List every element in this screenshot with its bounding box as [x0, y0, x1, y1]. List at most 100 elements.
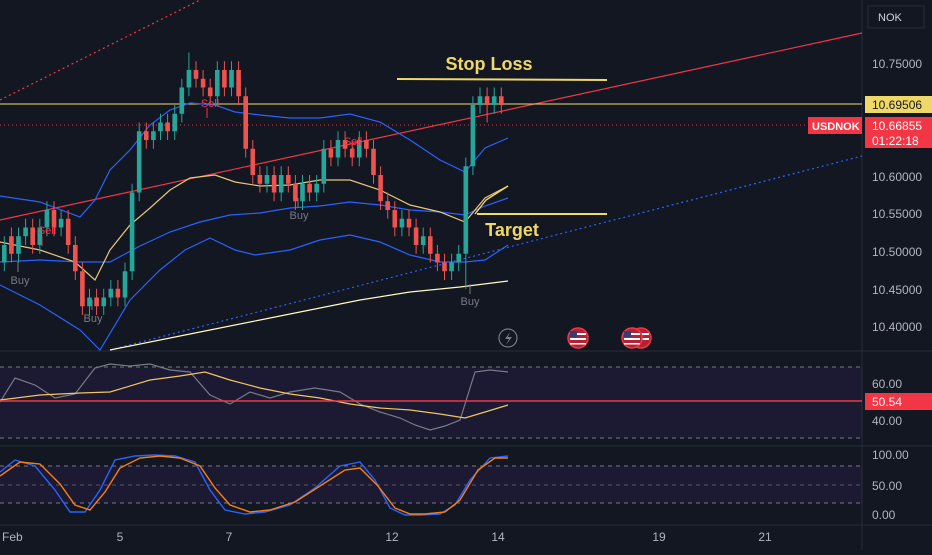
red-trendline[interactable] [0, 32, 863, 221]
time-tick: 21 [758, 530, 772, 544]
candle-body [129, 192, 135, 272]
candle [449, 253, 454, 280]
candle-body [286, 175, 291, 184]
candle-body [499, 96, 504, 105]
candle-body [435, 253, 440, 263]
stop-loss-label: Stop Loss [445, 54, 532, 74]
candle-body [300, 183, 305, 202]
time-axis[interactable]: Feb 5 7 12 14 19 21 [2, 530, 772, 544]
candle [442, 253, 447, 280]
stoch-axis[interactable]: 100.00 50.00 0.00 [872, 448, 909, 522]
candle-body [399, 218, 405, 228]
candle-body [186, 70, 192, 88]
symbol-label: USDNOK [812, 121, 860, 133]
candle-body [257, 175, 263, 184]
candle-body [378, 175, 383, 202]
candle-body [271, 175, 277, 193]
candle-body [193, 70, 199, 79]
candle [172, 105, 177, 140]
rsi-axis[interactable]: 60.00 40.00 50.54 [865, 377, 932, 428]
price-axis[interactable]: NOK 10.75000 10.60000 10.55000 10.50000 … [808, 5, 932, 334]
currency-box[interactable] [867, 5, 925, 29]
upper-dotted-trendline[interactable] [0, 0, 201, 101]
price-tick: 10.40000 [872, 320, 922, 334]
candle [385, 192, 390, 219]
candle-body [222, 70, 227, 88]
stop-loss-price: 10.69506 [872, 98, 922, 112]
candle-body [463, 166, 469, 254]
candle-body [364, 140, 369, 149]
candle [129, 183, 135, 280]
price-tick: 10.50000 [872, 245, 922, 259]
rsi-value: 50.54 [872, 395, 902, 409]
candle [158, 113, 163, 140]
candle [2, 236, 7, 272]
candle [406, 210, 412, 237]
time-tick: 12 [385, 530, 399, 544]
candle-body [80, 271, 85, 307]
rsi-slow-line [0, 371, 509, 419]
candle-body [385, 201, 390, 210]
bar-countdown: 01:22:18 [872, 134, 919, 148]
candle-body [491, 96, 497, 105]
candle [307, 175, 312, 202]
candle [293, 175, 298, 210]
rsi-tick: 60.00 [872, 377, 902, 391]
candle-body [51, 210, 57, 228]
candle-body [101, 297, 106, 307]
candle-body [215, 70, 220, 97]
candle-body [73, 245, 78, 272]
stoch-d-line [0, 455, 508, 515]
candle [243, 87, 248, 158]
candle [286, 166, 291, 193]
svg-text:Sell: Sell [38, 225, 56, 237]
candle [278, 166, 284, 202]
candle-body [314, 183, 319, 193]
last-price-tag [865, 117, 932, 148]
us-flag-event-icon[interactable] [567, 327, 589, 349]
candle-body [328, 148, 334, 158]
candle-body [2, 245, 7, 263]
moving-average-short [0, 174, 509, 281]
moving-average-long [109, 280, 509, 351]
candle [73, 236, 78, 280]
svg-text:Buy: Buy [461, 296, 480, 308]
candle-body [94, 297, 99, 307]
rsi-value-tag [865, 393, 932, 410]
candle-body [250, 148, 256, 175]
time-tick: 14 [491, 530, 505, 544]
candle-body [179, 87, 185, 114]
price-pane[interactable] [0, 0, 862, 350]
candle [186, 52, 192, 97]
candle-body [16, 236, 21, 254]
candle [179, 78, 185, 123]
candle [456, 245, 461, 272]
candle-body [144, 131, 149, 140]
candle [51, 201, 57, 237]
candle [491, 87, 497, 114]
candle [413, 218, 419, 254]
candle-body [30, 227, 35, 245]
candle [222, 61, 227, 97]
us-flag-event-icon[interactable] [621, 327, 643, 349]
candle-body [172, 113, 177, 132]
candle [151, 122, 156, 149]
signal-sell-1: Sell [38, 225, 56, 246]
candle [300, 175, 305, 210]
symbol-tag [808, 117, 862, 134]
candle-body [470, 105, 476, 167]
candle-body [371, 148, 376, 175]
lightning-event-icon[interactable] [498, 328, 518, 348]
candle [435, 245, 440, 272]
time-tick: 7 [226, 530, 233, 544]
candle [321, 140, 327, 193]
candle [207, 78, 213, 105]
candle-body [37, 227, 43, 245]
candle-body [428, 236, 433, 254]
stop-loss-marker[interactable] [396, 78, 608, 81]
candle-body [413, 227, 419, 245]
candle [271, 166, 277, 202]
candle [371, 140, 376, 184]
